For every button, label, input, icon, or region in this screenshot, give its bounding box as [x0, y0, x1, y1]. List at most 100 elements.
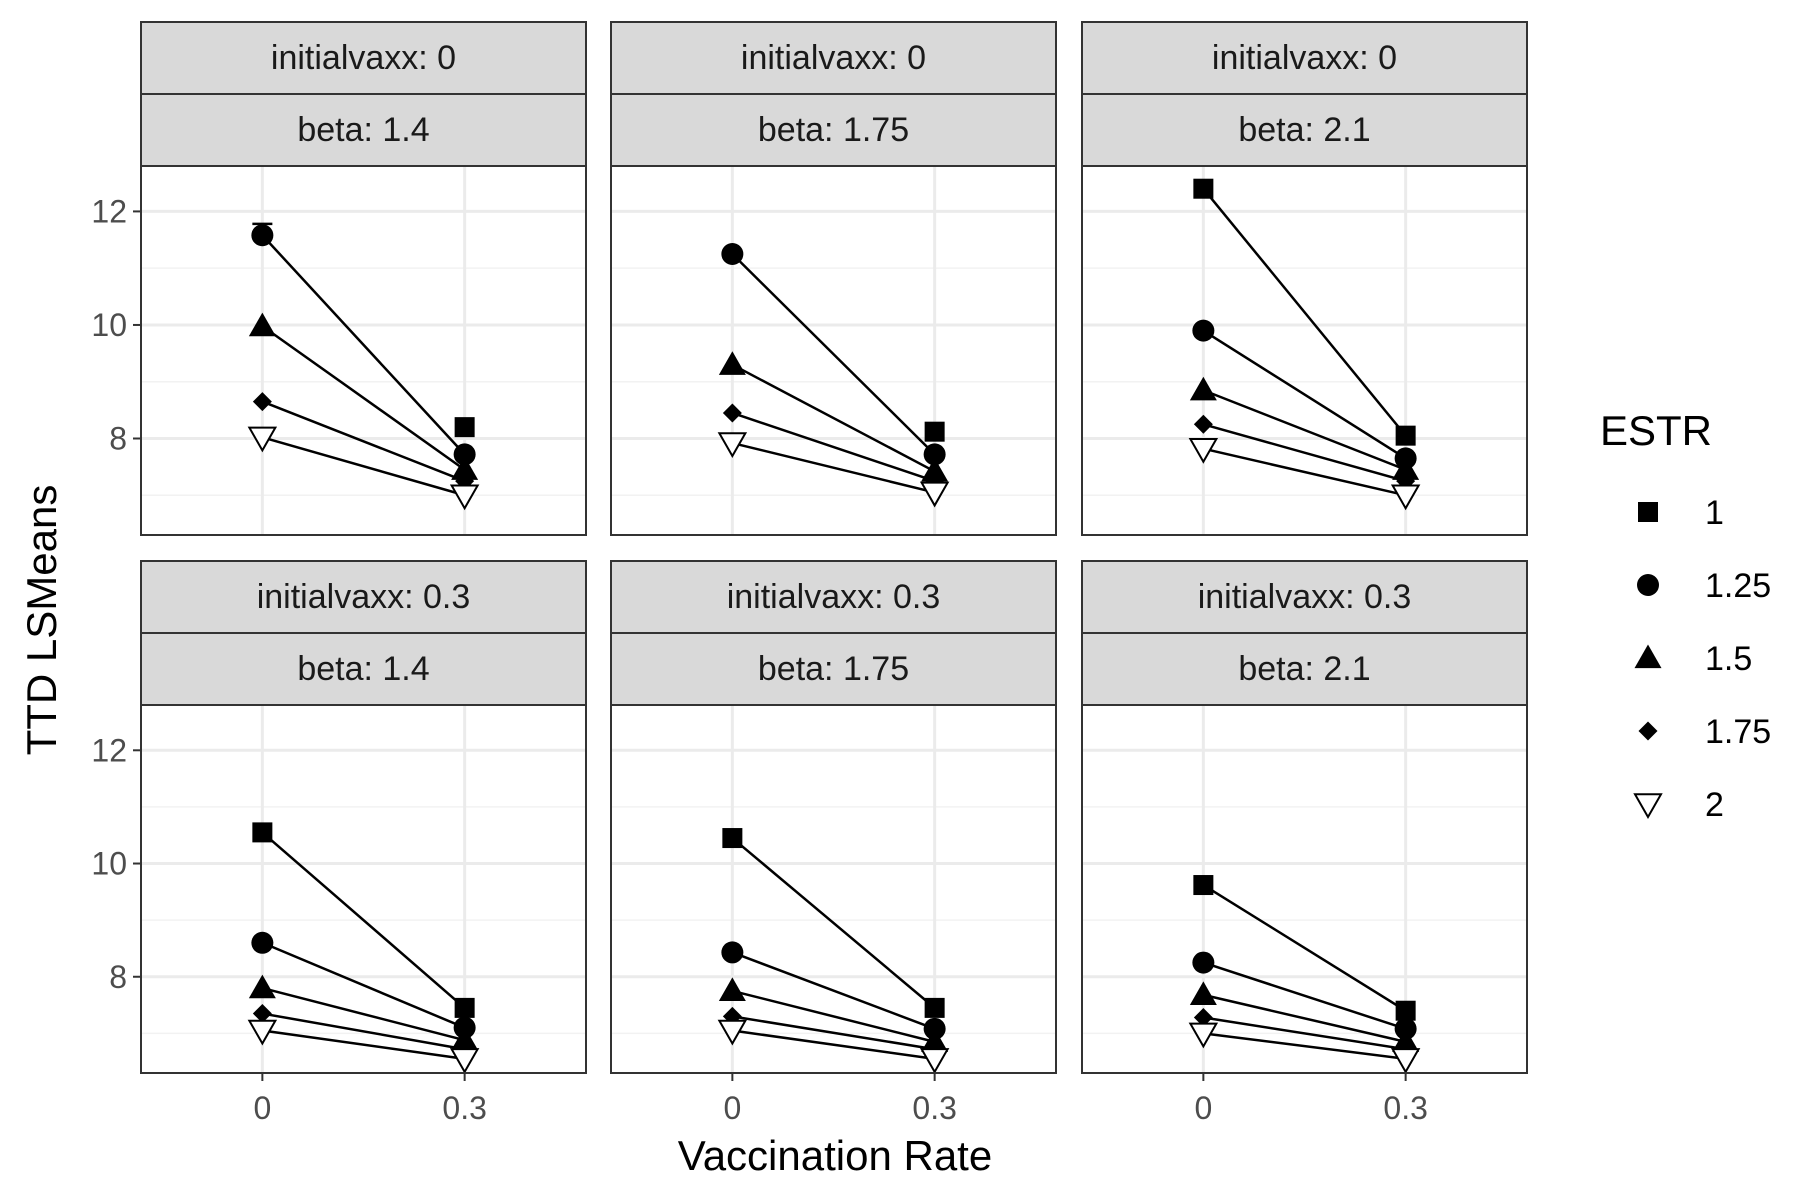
facet-strip-bottom-label: beta: 1.4 [297, 111, 429, 149]
data-point [1395, 425, 1416, 446]
series-line [261, 234, 466, 456]
series-line [1202, 329, 1407, 460]
data-point [454, 997, 475, 1018]
data-point [1193, 178, 1214, 199]
y-tick-label: 10 [91, 846, 127, 882]
facet-strip-bottom-label: beta: 2.1 [1238, 111, 1370, 149]
facet-strip-top-label: initialvaxx: 0 [271, 39, 456, 77]
series-line [1202, 187, 1407, 437]
facet-panel: initialvaxx: 0 beta: 1.4 8 10 12 [91, 21, 587, 536]
facet-strip-top-label: initialvaxx: 0 [1212, 39, 1397, 77]
series-line [731, 411, 936, 483]
legend-label: 1.25 [1705, 567, 1771, 605]
y-tick-label: 12 [91, 732, 127, 768]
series-line [732, 441, 935, 494]
facet-strip-bottom [140, 632, 587, 706]
series-line [1203, 423, 1406, 483]
data-point [251, 224, 274, 247]
legend: ESTR 1 1.25 1.5 1.75 2 [1600, 407, 1771, 824]
panel-border [140, 704, 587, 1074]
y-tick-label: 8 [109, 420, 127, 456]
x-axis-title: Vaccination Rate [678, 1132, 992, 1179]
facet-strip-bottom [610, 632, 1057, 706]
y-tick-label: 12 [91, 193, 127, 229]
series-line [732, 1015, 935, 1051]
series-line [1203, 1016, 1406, 1051]
series-line [262, 436, 465, 497]
legend-label: 1.5 [1705, 640, 1752, 678]
data-point [923, 443, 946, 466]
data-point [718, 351, 746, 375]
legend-label: 1 [1705, 494, 1724, 532]
series-line [731, 837, 936, 1009]
legend-entry: 1.25 [1637, 567, 1771, 605]
data-point [1189, 981, 1217, 1005]
data-point [1188, 1022, 1219, 1049]
data-point [1390, 1048, 1421, 1074]
facet-strip-bottom-label: beta: 1.75 [758, 111, 909, 149]
series-line [262, 1029, 465, 1061]
data-point [248, 312, 276, 337]
facet-strip-top-label: initialvaxx: 0.3 [1198, 578, 1412, 616]
series-line [1203, 993, 1406, 1044]
facet-strip-top [1081, 21, 1528, 95]
data-point [252, 822, 273, 843]
data-point [924, 421, 945, 442]
legend-key-diamond [1638, 721, 1658, 741]
data-point [1193, 414, 1213, 434]
plot-background [611, 166, 1056, 535]
panel-border [1081, 165, 1528, 536]
data-point [247, 426, 278, 453]
facet-panel: initialvaxx: 0 beta: 1.75 [610, 21, 1057, 536]
facet-strip-top-label: initialvaxx: 0 [741, 39, 926, 77]
legend-label: 1.75 [1705, 713, 1771, 751]
panel-border [140, 165, 587, 536]
data-point [1188, 437, 1219, 464]
data-point [721, 941, 744, 964]
series-line [731, 253, 936, 456]
legend-key-circle [1637, 574, 1659, 596]
facet-strip-bottom [1081, 93, 1528, 167]
data-point [449, 1048, 480, 1074]
y-tick-label: 8 [109, 959, 127, 995]
data-point [718, 977, 746, 1002]
series-line [1202, 883, 1407, 1012]
data-point [924, 997, 945, 1018]
data-point [1390, 484, 1421, 511]
panel-border [610, 165, 1057, 536]
facet-strip-top-label: initialvaxx: 0.3 [727, 578, 941, 616]
facet-strip-bottom-label: beta: 1.4 [297, 650, 429, 688]
data-point [451, 456, 479, 480]
series-line [731, 951, 936, 1031]
x-tick-label: 0.3 [1383, 1090, 1427, 1126]
facet-strip-top [610, 21, 1057, 95]
series-line [1202, 961, 1407, 1031]
facet-strip-top [610, 560, 1057, 634]
facet-strip-bottom-label: beta: 1.75 [758, 650, 909, 688]
data-point [449, 484, 480, 511]
series-line [261, 325, 466, 471]
facet-strip-top [140, 21, 587, 95]
data-point [722, 828, 743, 849]
data-point [717, 432, 748, 459]
facet-strip-top [140, 560, 587, 634]
data-point [451, 1026, 479, 1051]
data-point [1192, 951, 1215, 974]
facet-strip-bottom [1081, 632, 1528, 706]
data-point [251, 931, 274, 954]
series-line [261, 400, 466, 483]
facet-panel: initialvaxx: 0.3 beta: 2.1 0 0.3 [1081, 560, 1528, 1126]
y-tick-label: 10 [91, 307, 127, 343]
legend-entry: 1 [1638, 494, 1724, 532]
data-point [1189, 376, 1217, 401]
data-point [1395, 1000, 1416, 1021]
facet-panel: initialvaxx: 0 beta: 2.1 [1081, 21, 1528, 536]
data-point [1193, 875, 1214, 896]
data-point [247, 1019, 278, 1046]
plot-background [141, 166, 586, 535]
legend-entry: 2 [1633, 786, 1724, 824]
plot-background [1082, 166, 1527, 535]
x-tick-label: 0 [253, 1090, 271, 1126]
x-tick-label: 0 [723, 1090, 741, 1126]
